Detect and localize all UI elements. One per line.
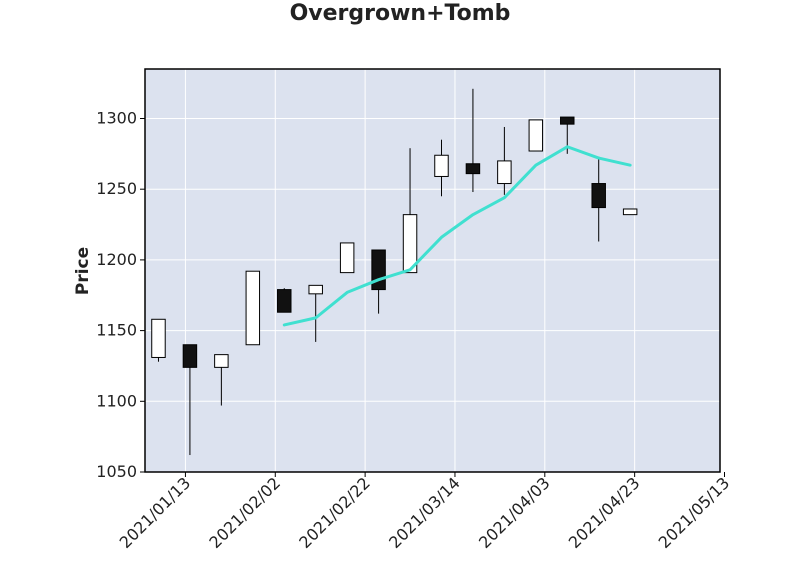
candle-body bbox=[622, 208, 638, 216]
y-axis-ticks: 1050 1100 1150 1200 1250 1300 bbox=[96, 108, 145, 481]
candle bbox=[528, 119, 544, 152]
x-tick-label: 2021/02/22 bbox=[295, 473, 374, 552]
candle bbox=[245, 270, 261, 346]
plot-frame bbox=[144, 68, 721, 473]
candle-body bbox=[402, 214, 418, 274]
candle-body bbox=[214, 354, 229, 368]
y-tick-label: 1250 bbox=[96, 179, 137, 198]
x-axis-ticks: 2021/01/13 2021/02/02 2021/02/22 2021/03/14… bbox=[116, 472, 734, 552]
candle bbox=[308, 284, 323, 342]
candle bbox=[434, 139, 449, 197]
candle-body bbox=[151, 318, 166, 358]
candle bbox=[277, 288, 292, 313]
candle-body bbox=[497, 160, 512, 185]
y-tick-label: 1050 bbox=[96, 462, 137, 481]
grid-lines bbox=[145, 69, 725, 473]
candle-body bbox=[434, 154, 449, 177]
candle bbox=[497, 126, 512, 195]
x-tick-label: 2021/05/13 bbox=[655, 473, 734, 552]
candle-body bbox=[465, 163, 481, 175]
x-tick-label: 2021/04/23 bbox=[565, 473, 644, 552]
candle bbox=[622, 208, 638, 216]
candle bbox=[591, 156, 606, 242]
candle-body bbox=[308, 284, 323, 295]
moving-average-series bbox=[282, 145, 632, 327]
candle-body bbox=[182, 344, 198, 368]
candle-body bbox=[339, 242, 355, 274]
candle-body bbox=[560, 116, 575, 125]
x-tick-label: 2021/04/03 bbox=[475, 473, 554, 552]
moving-average-line bbox=[282, 145, 632, 327]
candle bbox=[151, 318, 166, 362]
y-axis-label: Price bbox=[73, 247, 93, 295]
y-tick-label: 1100 bbox=[96, 391, 137, 410]
candle bbox=[465, 88, 481, 193]
candle-body bbox=[528, 119, 544, 152]
candle bbox=[339, 242, 355, 274]
candle bbox=[182, 344, 198, 456]
y-tick-label: 1300 bbox=[96, 108, 137, 127]
candles bbox=[151, 88, 638, 456]
x-tick-label: 2021/02/02 bbox=[205, 473, 284, 552]
candle bbox=[214, 354, 229, 406]
candle-body bbox=[277, 289, 292, 313]
candle-body bbox=[245, 270, 261, 346]
chart-title: Overgrown+Tomb bbox=[290, 1, 511, 26]
y-tick-label: 1150 bbox=[96, 321, 137, 340]
x-tick-label: 2021/01/13 bbox=[116, 473, 195, 552]
plot-area bbox=[145, 69, 720, 472]
y-tick-label: 1200 bbox=[96, 250, 137, 269]
candle-body bbox=[591, 183, 606, 209]
candle bbox=[402, 148, 418, 274]
x-tick-label: 2021/03/14 bbox=[385, 473, 464, 552]
candle-body bbox=[371, 249, 386, 291]
